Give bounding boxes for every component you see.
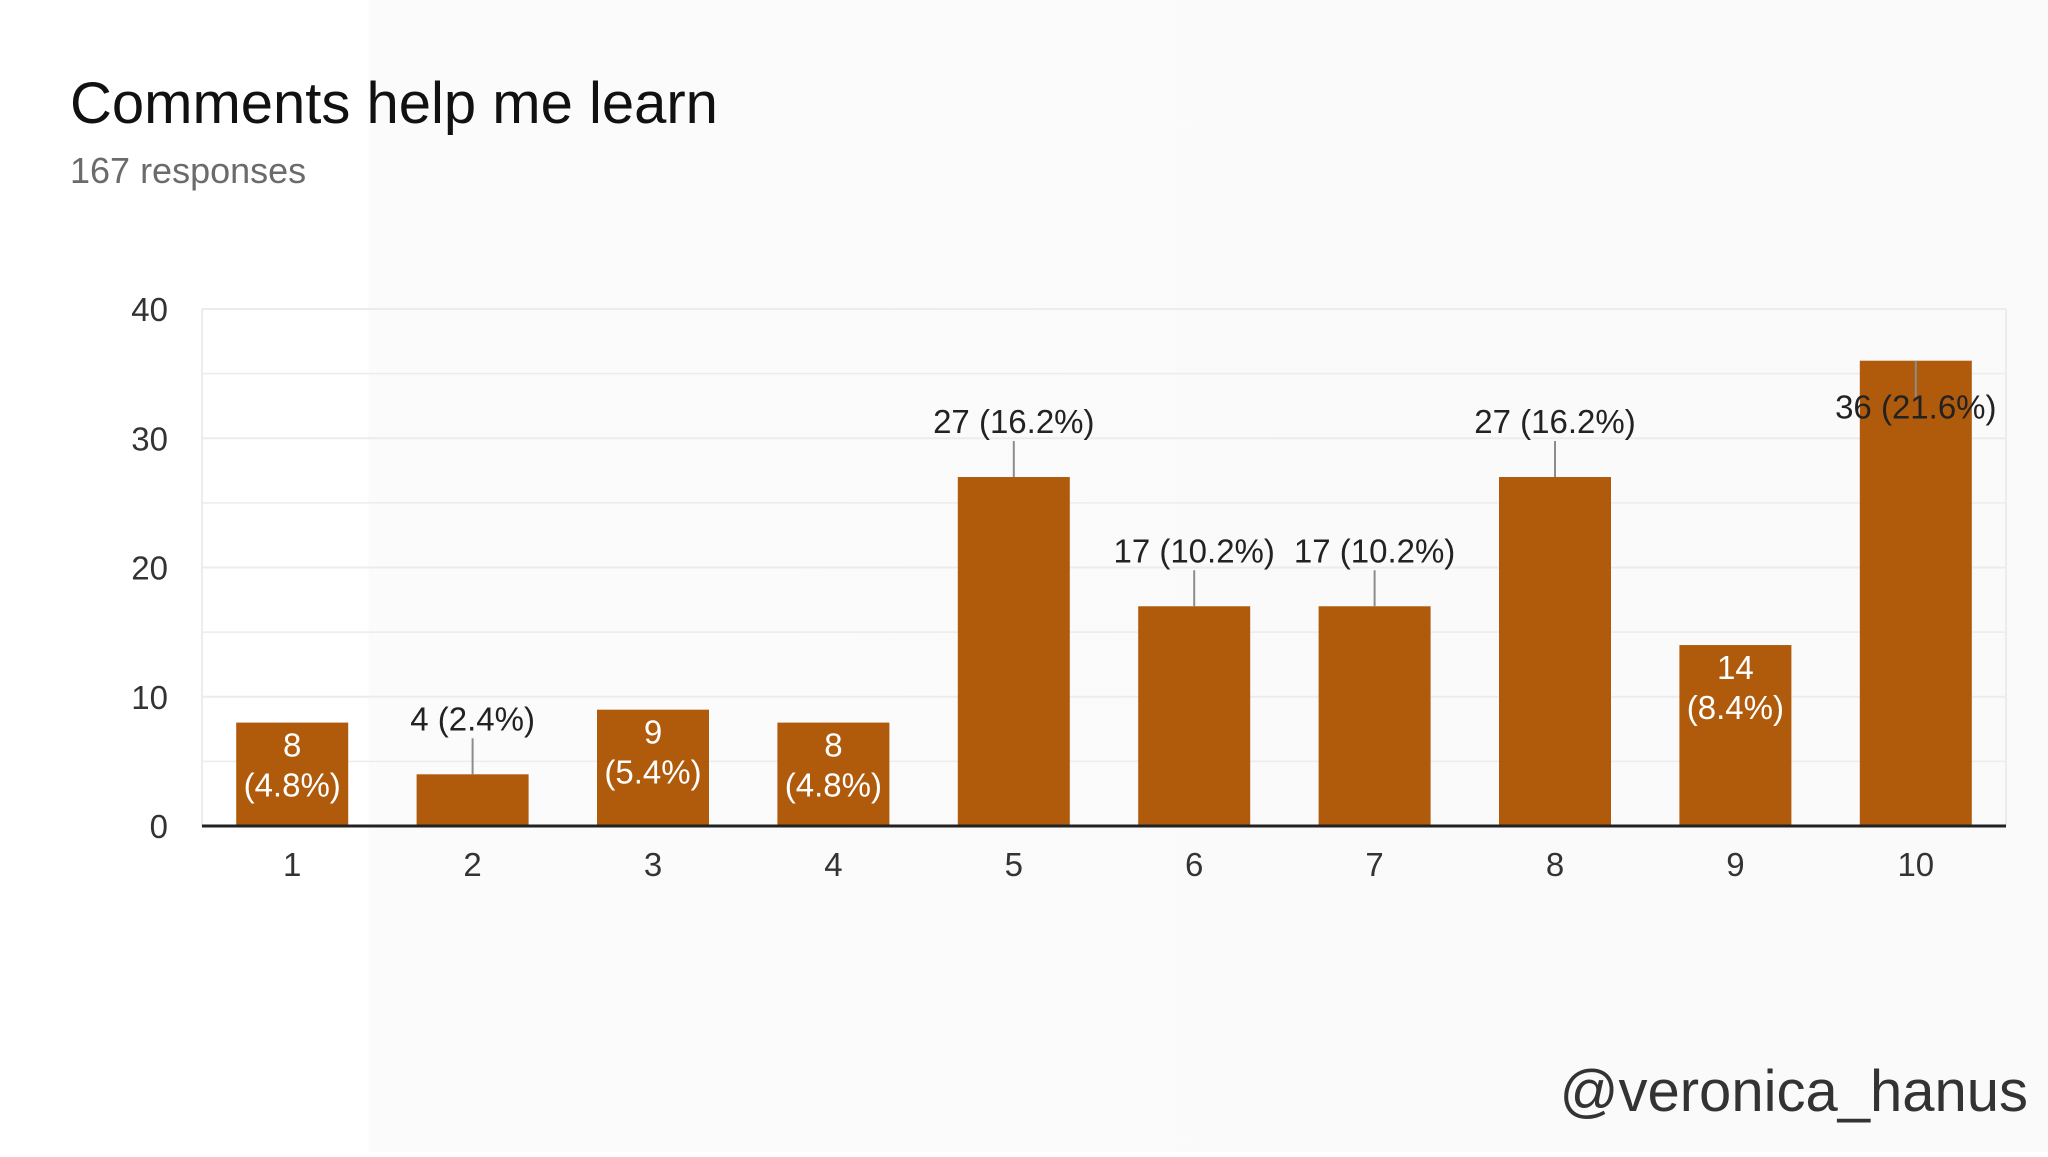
y-tick-label: 30 bbox=[131, 420, 168, 457]
data-label: 14 bbox=[1717, 649, 1754, 686]
bar bbox=[236, 722, 349, 826]
data-label: 4 (2.4%) bbox=[410, 700, 535, 737]
bar bbox=[416, 774, 529, 826]
bar bbox=[1318, 606, 1431, 826]
data-label: 8 bbox=[283, 727, 301, 764]
bar bbox=[1499, 477, 1611, 826]
data-label: 27 (16.2%) bbox=[933, 403, 1094, 440]
bar bbox=[597, 709, 709, 826]
bar bbox=[1138, 606, 1251, 826]
bar bbox=[1859, 360, 1972, 826]
y-tick-label: 20 bbox=[131, 550, 168, 587]
x-tick-label: 6 bbox=[1185, 846, 1203, 883]
data-label: 36 (21.6%) bbox=[1835, 389, 1996, 426]
y-tick-label: 40 bbox=[131, 291, 168, 328]
x-tick-label: 8 bbox=[1546, 846, 1564, 883]
data-label: 17 (10.2%) bbox=[1294, 532, 1455, 569]
data-label: 9 bbox=[644, 714, 662, 751]
chart-title: Comments help me learn bbox=[70, 71, 718, 136]
y-tick-label: 0 bbox=[150, 808, 168, 845]
bar bbox=[957, 477, 1070, 826]
data-label: (5.4%) bbox=[604, 754, 701, 791]
x-tick-label: 2 bbox=[463, 846, 481, 883]
bar bbox=[777, 722, 890, 826]
watermark: @veronica_hanus bbox=[1559, 1059, 2028, 1124]
x-tick-label: 10 bbox=[1897, 846, 1934, 883]
response-count: 167 responses bbox=[70, 150, 307, 191]
x-tick-label: 5 bbox=[1005, 846, 1023, 883]
x-tick-label: 4 bbox=[824, 846, 842, 883]
y-tick-label: 10 bbox=[131, 679, 168, 716]
data-label: (8.4%) bbox=[1687, 689, 1784, 726]
x-tick-label: 7 bbox=[1365, 846, 1383, 883]
data-label: 27 (16.2%) bbox=[1474, 403, 1635, 440]
data-label: 8 bbox=[824, 727, 842, 764]
data-label: 17 (10.2%) bbox=[1113, 532, 1274, 569]
data-label: (4.8%) bbox=[785, 767, 882, 804]
bar bbox=[1679, 645, 1792, 826]
x-tick-label: 9 bbox=[1726, 846, 1744, 883]
x-tick-label: 3 bbox=[644, 846, 662, 883]
data-label: (4.8%) bbox=[244, 767, 341, 804]
x-tick-label: 1 bbox=[283, 846, 301, 883]
